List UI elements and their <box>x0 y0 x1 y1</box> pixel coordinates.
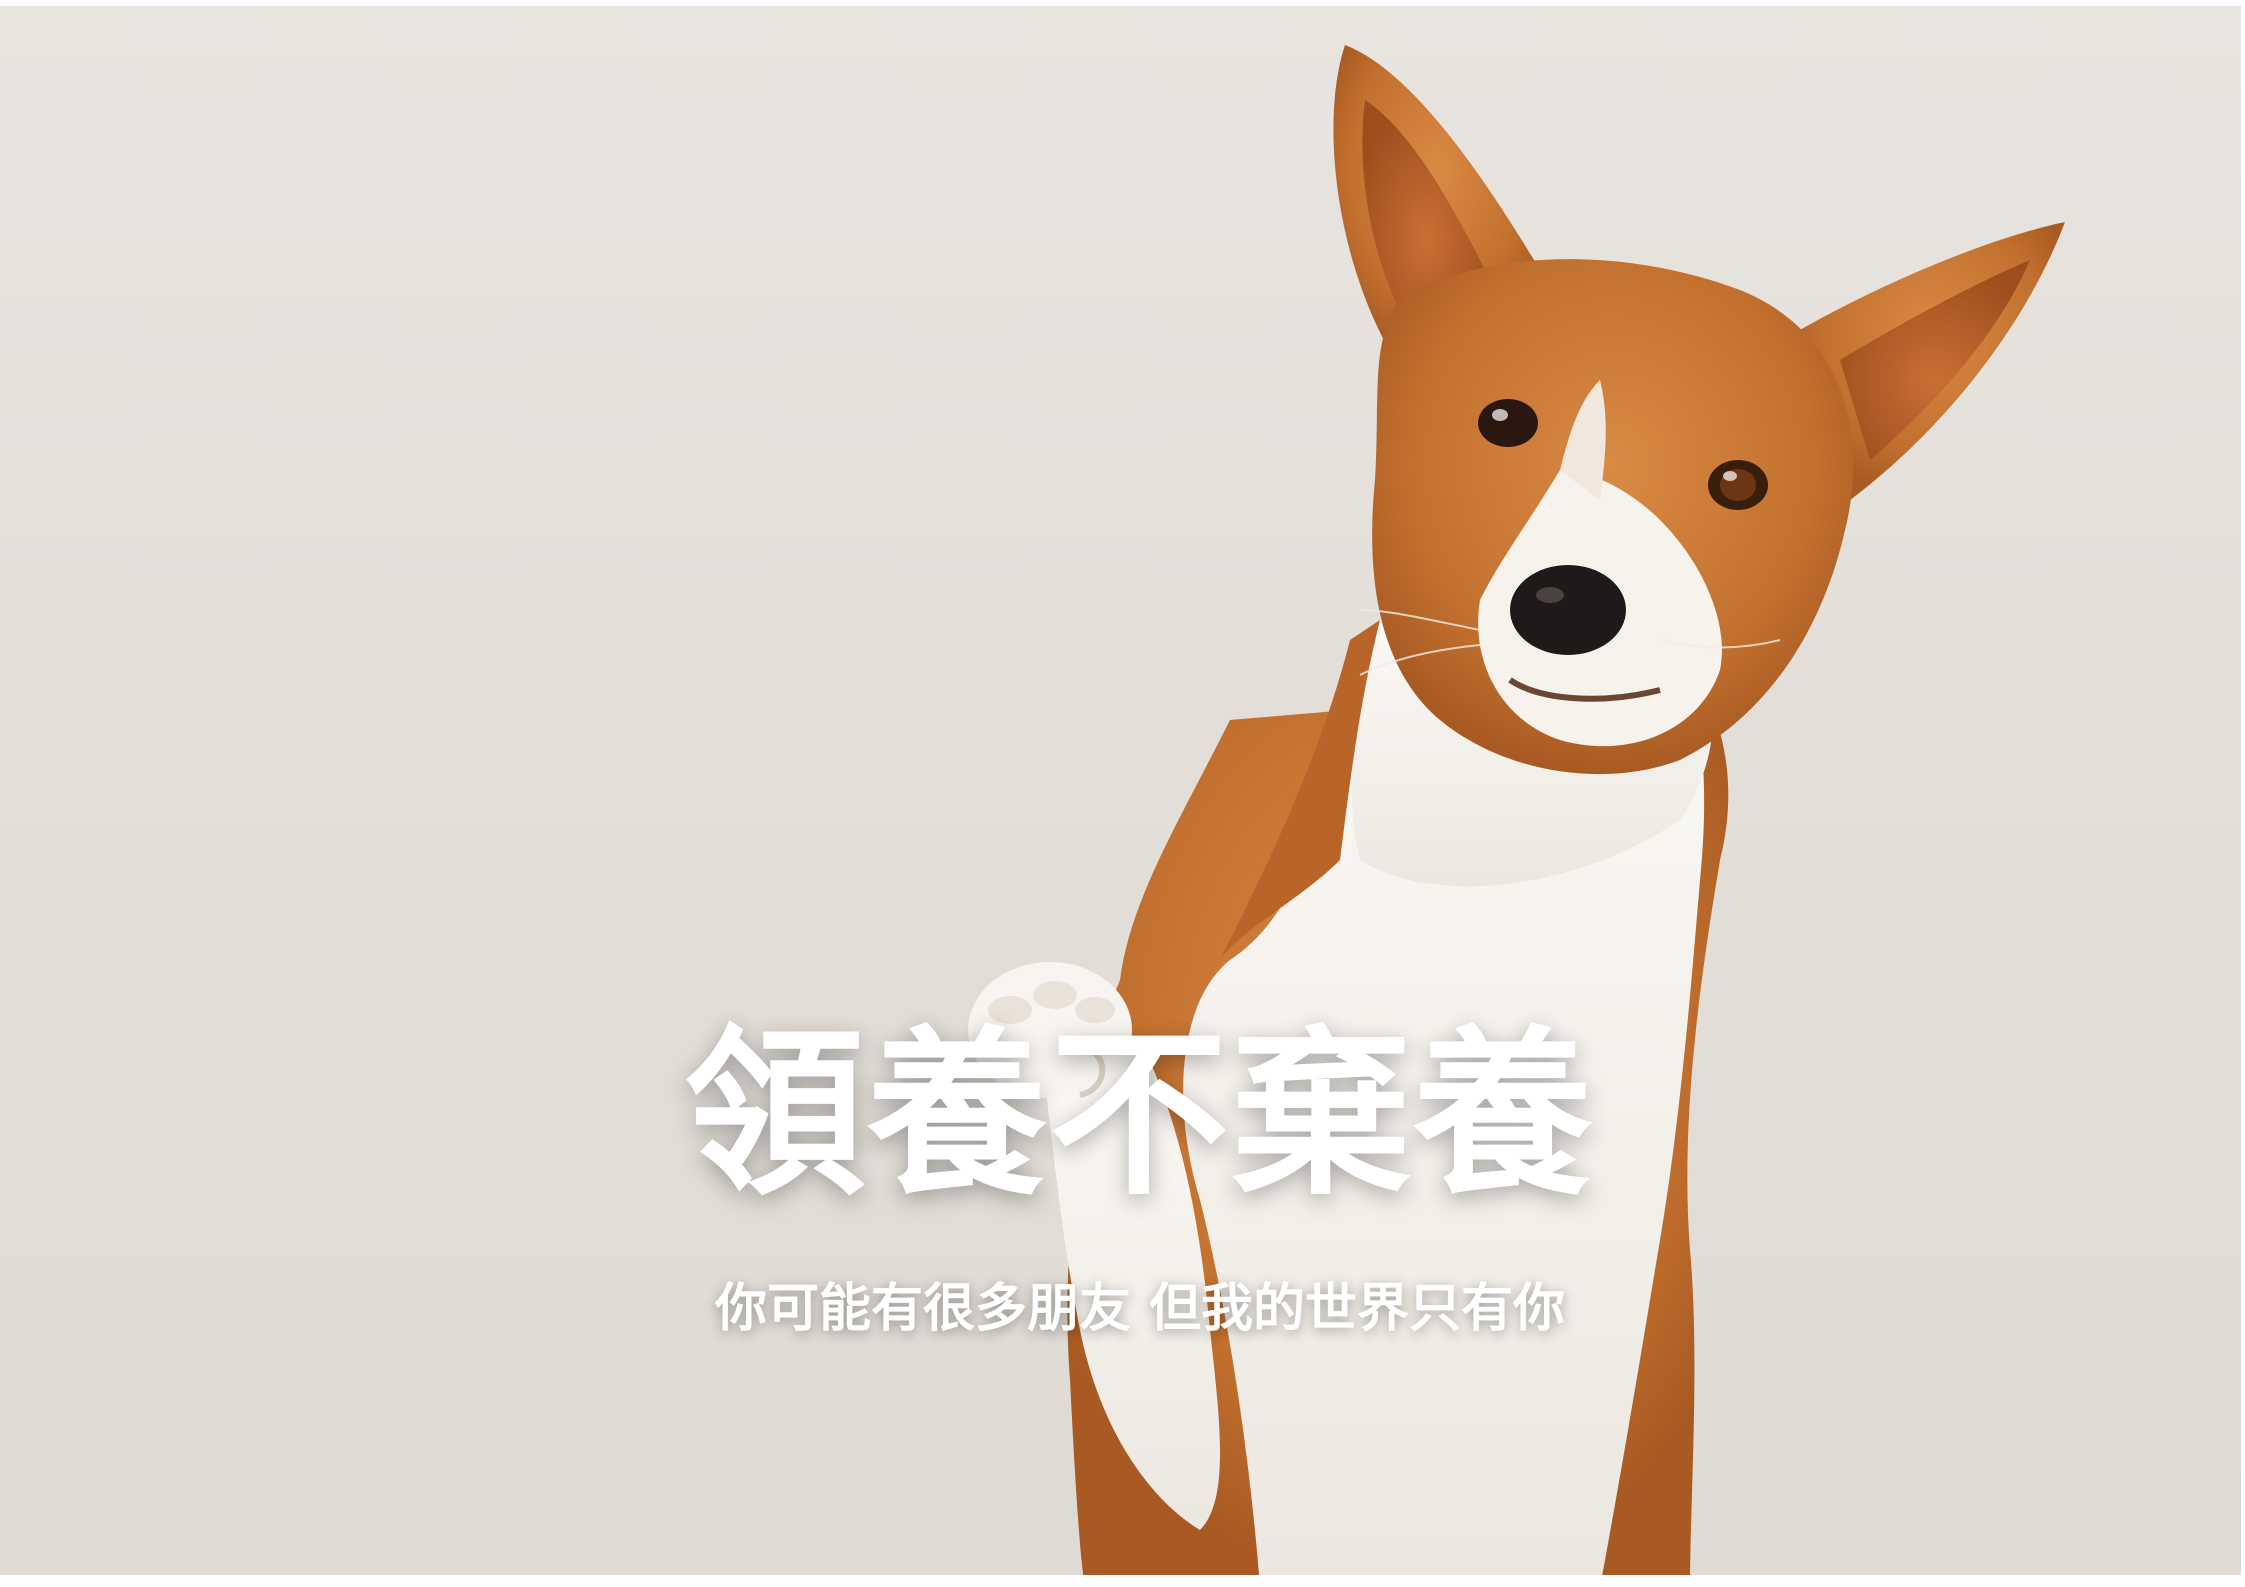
subheadline: 你可能有很多朋友 但我的世界只有你 <box>600 1283 1680 1335</box>
right-border <box>2241 0 2245 1587</box>
top-border <box>0 0 2245 6</box>
headline: 領養不棄養 <box>600 1025 1680 1205</box>
bottom-border <box>0 1575 2245 1587</box>
dog-left-eye <box>1478 399 1538 447</box>
dog-nose <box>1510 565 1626 655</box>
